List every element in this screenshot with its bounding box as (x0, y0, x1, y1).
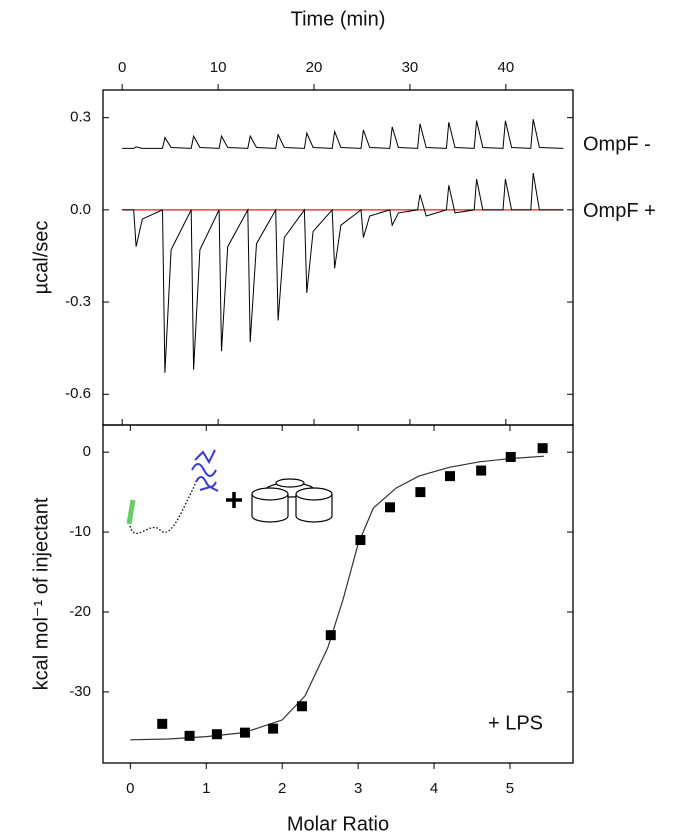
data-point (385, 502, 396, 513)
annotation: + LPS (488, 712, 543, 734)
data-point (157, 718, 168, 729)
x-axis-title: Molar Ratio (287, 813, 389, 835)
x-tick-label: 10 (210, 59, 227, 76)
x-tick-label: 0 (118, 59, 126, 76)
trace (122, 119, 564, 149)
fit-line (130, 455, 545, 741)
data-point (239, 727, 250, 738)
x-tick-label: 40 (498, 59, 515, 76)
y-axis-title: kcal mol⁻¹ of injectant (30, 497, 52, 690)
y-axis-title: µcal/sec (30, 221, 52, 295)
trace (122, 172, 564, 373)
illustration (126, 449, 333, 534)
data-point (296, 701, 307, 712)
data-point (537, 443, 548, 454)
x-axis-title: Time (min) (291, 8, 386, 30)
data-point (184, 730, 195, 741)
data-point (415, 487, 426, 498)
y-tick-label: 0.0 (70, 201, 91, 218)
data-point (325, 630, 336, 641)
plot-frame (102, 424, 574, 764)
data-point (211, 729, 222, 740)
data-point (444, 471, 455, 482)
x-tick-label: 30 (402, 59, 419, 76)
y-tick-label: 0.3 (70, 109, 91, 126)
x-tick-label: 1 (202, 780, 210, 797)
x-tick-label: 2 (278, 780, 286, 797)
y-tick-label: -30 (69, 683, 91, 700)
data-point (476, 465, 487, 476)
x-tick-label: 5 (506, 780, 514, 797)
x-tick-label: 3 (354, 780, 362, 797)
y-tick-label: -0.6 (65, 385, 91, 402)
x-tick-label: 4 (430, 780, 438, 797)
y-tick-label: 0 (83, 443, 91, 460)
data-point (355, 535, 366, 546)
y-tick-label: -20 (69, 603, 91, 620)
data-point (268, 723, 279, 734)
series-label: OmpF - (583, 134, 651, 156)
series-label: OmpF + (583, 200, 656, 222)
x-tick-label: 0 (126, 780, 134, 797)
x-tick-label: 20 (306, 59, 323, 76)
data-point (505, 451, 516, 462)
y-tick-label: -10 (69, 523, 91, 540)
y-tick-label: -0.3 (65, 293, 91, 310)
